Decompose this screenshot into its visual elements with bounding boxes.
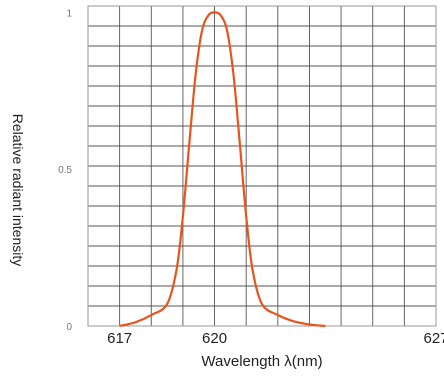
y-tick-label: 0.5 (58, 165, 72, 176)
plot-frame (87, 5, 437, 327)
x-tick-label: 627 (423, 330, 444, 347)
x-tick-label: 617 (107, 330, 132, 347)
y-tick-label: 1 (66, 8, 72, 19)
y-axis-label: Relative radiant intensity (10, 114, 26, 267)
x-tick-label: 620 (202, 330, 227, 347)
x-tick-labels: 617 620 627 (107, 330, 444, 347)
chart-grid (88, 6, 436, 326)
spectrum-line (119, 11, 326, 328)
y-tick-labels: 00.51 (58, 8, 72, 333)
x-axis-label: Wavelength λ(nm) (201, 353, 322, 370)
y-tick-label: 0 (66, 322, 72, 333)
